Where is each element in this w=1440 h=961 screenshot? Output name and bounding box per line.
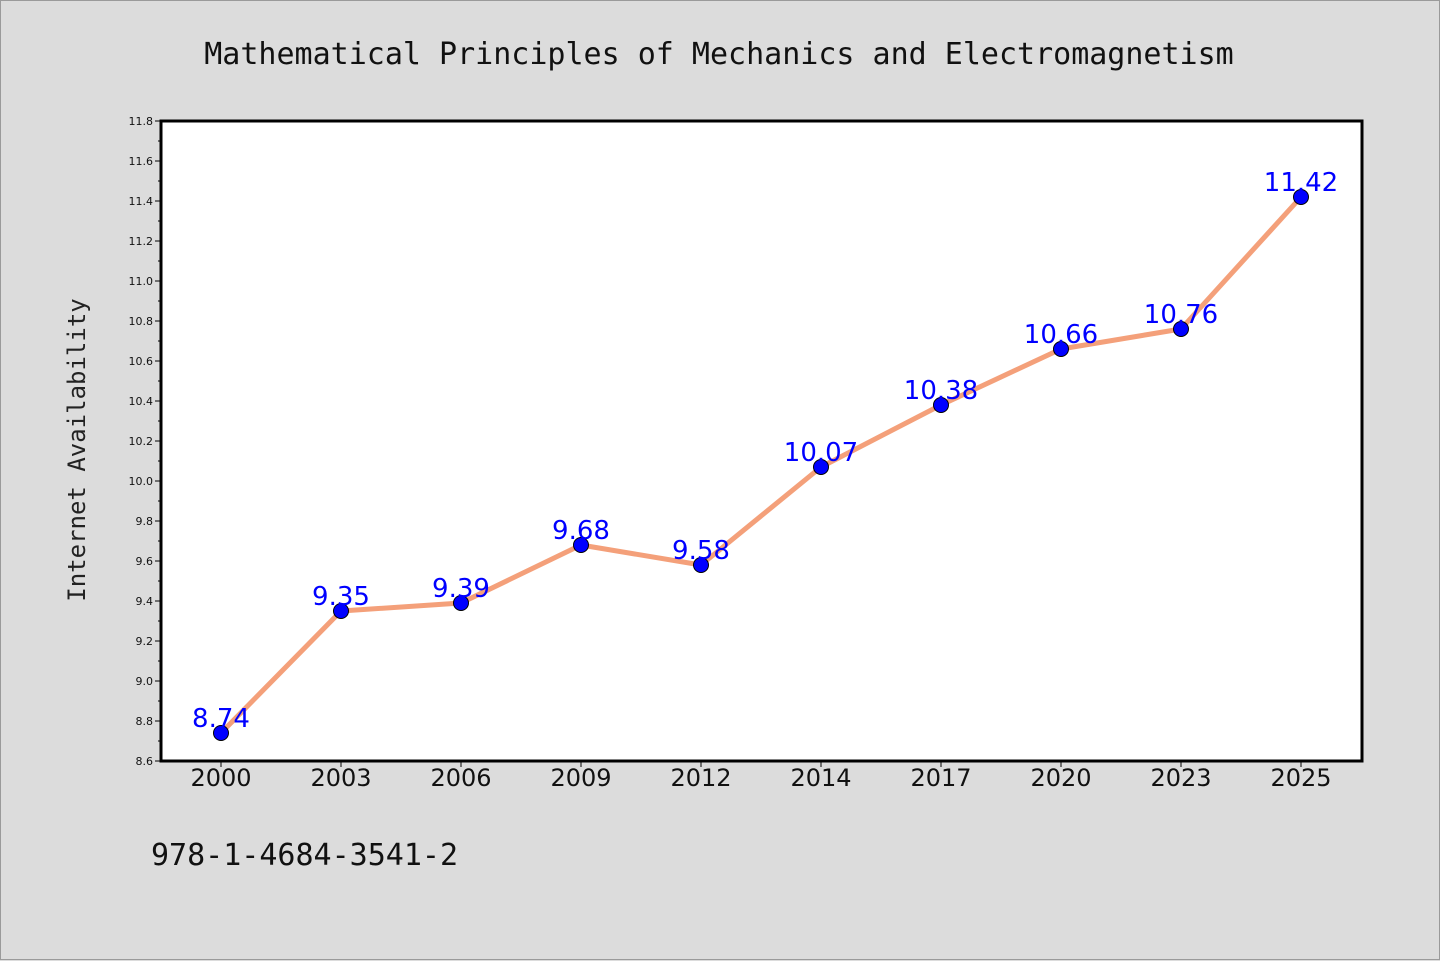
series-layer: [213, 189, 1309, 741]
isbn-footer: 978-1-4684-3541-2: [151, 838, 458, 873]
y-tick-label: 8.6: [136, 755, 154, 768]
data-point: [1173, 321, 1189, 337]
data-point: [813, 459, 829, 475]
y-tick-label: 9.0: [136, 675, 154, 688]
x-tick-label: 2003: [310, 764, 371, 792]
x-tick-label: 2020: [1030, 764, 1091, 792]
data-label: 9.39: [432, 574, 490, 604]
data-label: 10.38: [904, 376, 978, 406]
x-tick-label: 2000: [190, 764, 251, 792]
y-tick-label: 10.2: [129, 435, 154, 448]
x-tick-label: 2023: [1150, 764, 1211, 792]
data-point: [333, 603, 349, 619]
y-tick-label: 10.6: [129, 355, 154, 368]
data-point: [1053, 341, 1069, 357]
data-label: 9.35: [312, 582, 370, 612]
axis-ticks: 8.6 8.8 9.0 9.2 9.4 9.6 9.8 10.0 10.2 10.4 10.6 10.…: [129, 115, 1332, 792]
x-tick-label: 2009: [550, 764, 611, 792]
data-labels: 8.74 9.35 9.39 9.68 9.58 10.07 10.38 10.66 10.76…: [192, 168, 1338, 734]
data-point: [693, 557, 709, 573]
y-tick-label: 11.4: [129, 195, 154, 208]
y-tick-label: 10.0: [129, 475, 154, 488]
data-label: 9.68: [552, 516, 610, 546]
x-tick-label: 2012: [670, 764, 731, 792]
data-point: [933, 397, 949, 413]
y-tick-label: 11.6: [129, 155, 154, 168]
chart-title: Mathematical Principles of Mechanics and…: [204, 37, 1234, 72]
x-tick-label: 2025: [1270, 764, 1331, 792]
y-axis-label: Internet Availability: [63, 298, 91, 601]
y-tick-label: 8.8: [136, 715, 154, 728]
y-tick-label: 9.2: [136, 635, 154, 648]
data-label: 10.66: [1024, 320, 1098, 350]
y-tick-label: 9.4: [136, 595, 154, 608]
x-tick-label: 2014: [790, 764, 851, 792]
data-point: [213, 725, 229, 741]
y-tick-label: 9.8: [136, 515, 154, 528]
data-point: [453, 595, 469, 611]
y-tick-label: 9.6: [136, 555, 154, 568]
y-tick-label: 11.0: [129, 275, 154, 288]
plot-area: [159, 119, 1364, 763]
y-tick-label: 11.8: [129, 115, 154, 128]
data-point: [573, 537, 589, 553]
series-line: [218, 194, 1304, 736]
y-tick-label: 10.8: [129, 315, 154, 328]
data-label: 10.07: [784, 438, 858, 468]
x-tick-label: 2017: [910, 764, 971, 792]
data-label: 10.76: [1144, 300, 1218, 330]
data-point: [1293, 189, 1309, 205]
data-label: 11.42: [1264, 168, 1338, 198]
y-tick-label: 11.2: [129, 235, 154, 248]
y-tick-label: 10.4: [129, 395, 154, 408]
data-label: 8.74: [192, 704, 250, 734]
data-label: 9.58: [672, 536, 730, 566]
x-tick-label: 2006: [430, 764, 491, 792]
